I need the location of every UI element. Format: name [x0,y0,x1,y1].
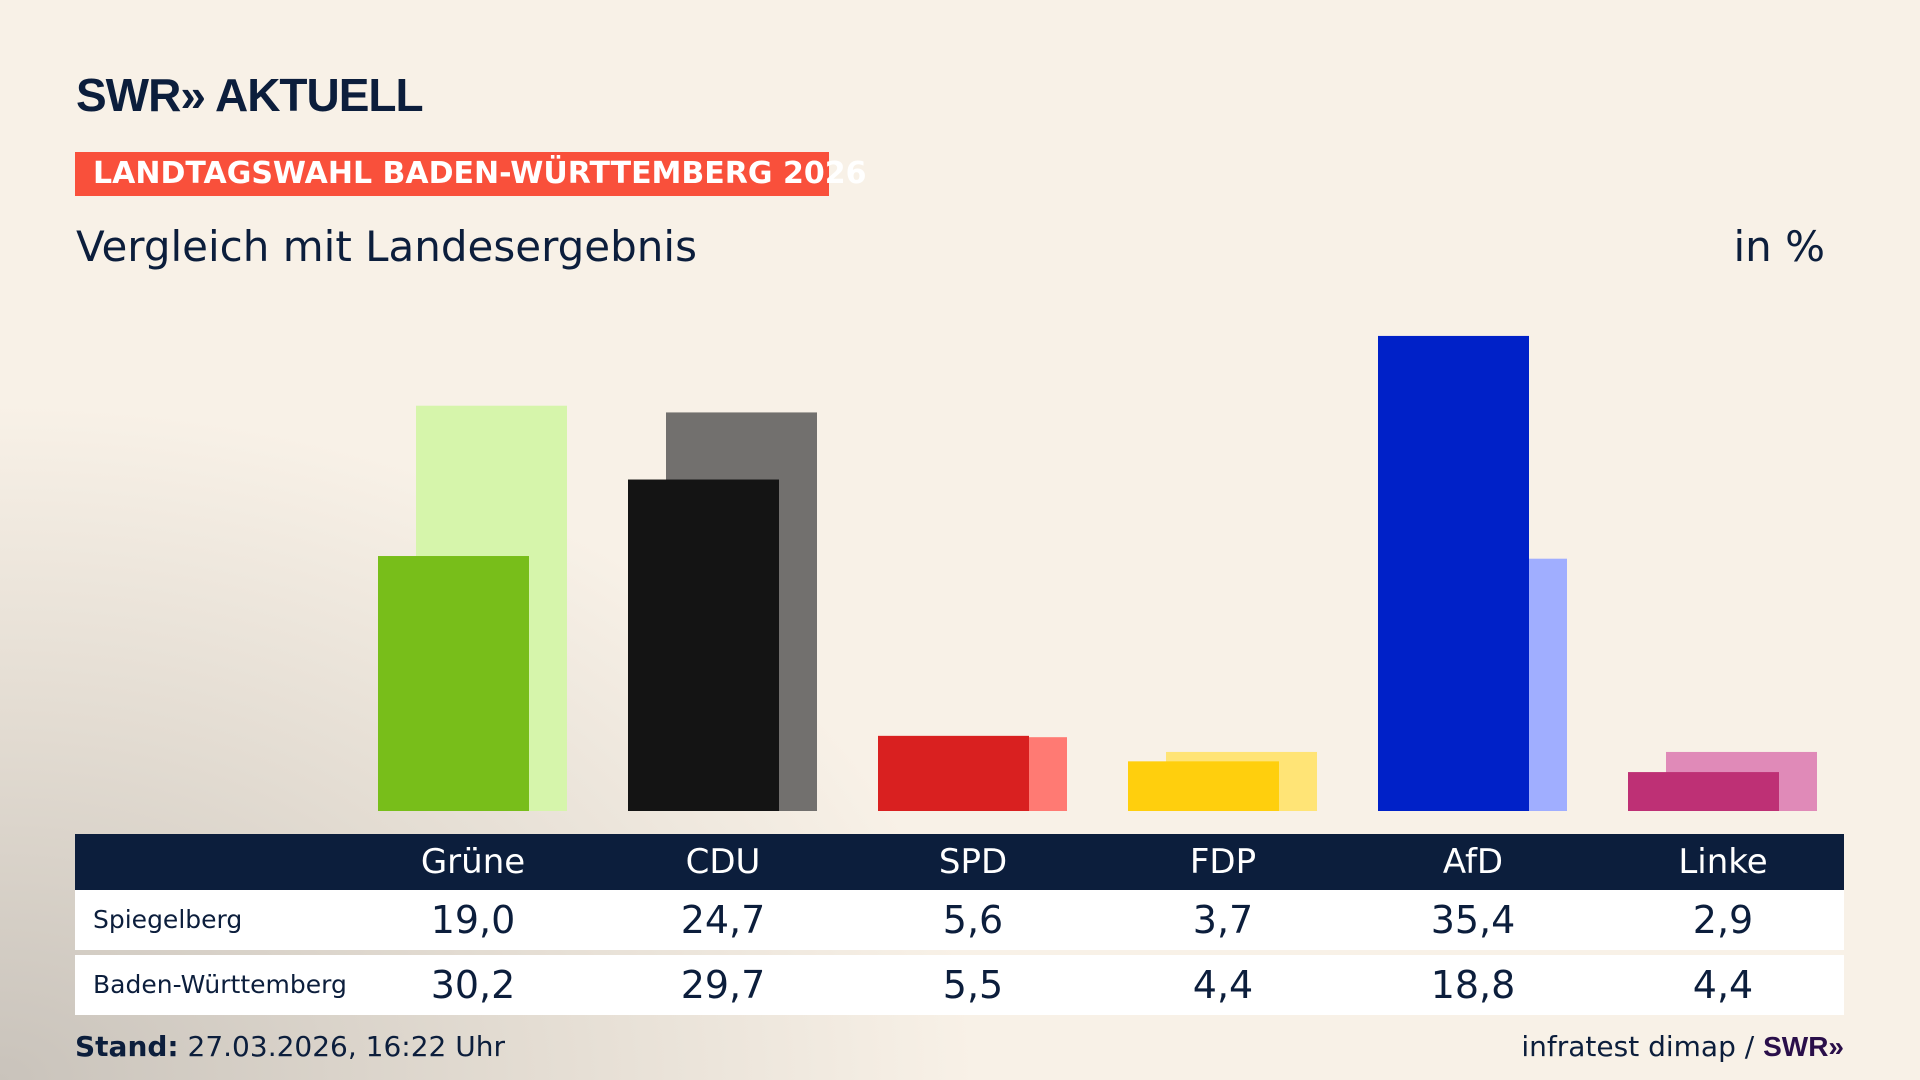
table-header: Grüne CDU SPD FDP AfD Linke [75,834,1844,890]
column-header: Grüne [420,842,526,882]
chart-subtitle: Vergleich mit Landesergebnis [76,222,697,271]
bar-linke-spiegelberg [1628,772,1779,811]
column-header: CDU [685,842,761,882]
column-header: AfD [1442,842,1504,882]
bar-grüne-spiegelberg [378,556,529,811]
value-cell: 5,6 [942,898,1004,942]
row-label: Baden-Württemberg [93,970,347,999]
value-cell: 18,8 [1430,963,1516,1007]
timestamp: Stand: 27.03.2026, 16:22 Uhr [75,1030,505,1063]
value-cell: 5,5 [942,963,1004,1007]
unit-label: in % [1733,222,1825,271]
value-cell: 30,2 [430,963,516,1007]
election-banner: LANDTAGSWAHL BADEN-WÜRTTEMBERG 2026 [75,152,866,196]
value-cell: 2,9 [1692,898,1754,942]
value-cell: 24,7 [680,898,766,942]
value-cell: 4,4 [1692,963,1754,1007]
table-row-spiegelberg: Spiegelberg 19,0 24,7 5,6 3,7 35,4 2,9 [75,890,1844,950]
source: infratest dimap / SWR» [1521,1030,1844,1063]
column-header: Linke [1678,842,1768,882]
value-cell: 29,7 [680,963,766,1007]
swr-logo-small: SWR» [1763,1031,1844,1062]
bar-afd-spiegelberg [1378,335,1529,811]
swr-aktuell-logo: SWR» AKTUELL [76,69,424,121]
value-cell: 19,0 [430,898,516,942]
column-header: FDP [1189,842,1257,882]
value-cell: 35,4 [1430,898,1516,942]
value-cell: 3,7 [1192,898,1254,942]
bar-spd-spiegelberg [878,735,1029,811]
bar-cdu-spiegelberg [628,479,779,811]
stand-value: 27.03.2026, 16:22 Uhr [187,1030,505,1063]
stand-label: Stand: [75,1030,179,1063]
value-cell: 4,4 [1192,963,1254,1007]
bar-fdp-spiegelberg [1128,761,1279,811]
column-header: SPD [938,842,1008,882]
row-label: Spiegelberg [93,905,243,934]
source-text: infratest dimap / [1521,1030,1755,1063]
table-row-bw: Baden-Württemberg 30,2 29,7 5,5 4,4 18,8 4,4 [75,955,1844,1015]
bar-chart [378,335,1817,811]
